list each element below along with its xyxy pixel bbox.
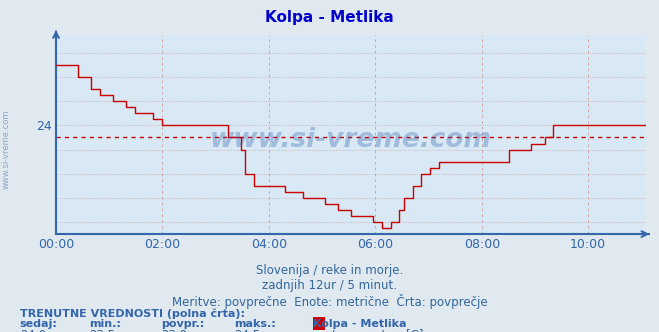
Text: maks.:: maks.: [234,319,275,329]
Text: temperatura[C]: temperatura[C] [331,329,424,332]
Text: sedaj:: sedaj: [20,319,57,329]
Text: min.:: min.: [89,319,121,329]
Text: www.si-vreme.com: www.si-vreme.com [210,127,492,153]
Text: 23,5: 23,5 [89,329,115,332]
Text: 23,9: 23,9 [161,329,188,332]
Text: Slovenija / reke in morje.: Slovenija / reke in morje. [256,264,403,277]
Text: 24,5: 24,5 [234,329,260,332]
Text: Kolpa - Metlika: Kolpa - Metlika [265,10,394,25]
Text: povpr.:: povpr.: [161,319,205,329]
Text: Meritve: povprečne  Enote: metrične  Črta: povprečje: Meritve: povprečne Enote: metrične Črta:… [172,294,487,309]
Text: zadnjih 12ur / 5 minut.: zadnjih 12ur / 5 minut. [262,279,397,292]
Text: 24,0: 24,0 [20,329,46,332]
Text: Kolpa - Metlika: Kolpa - Metlika [313,319,407,329]
Text: TRENUTNE VREDNOSTI (polna črta):: TRENUTNE VREDNOSTI (polna črta): [20,308,244,319]
Text: www.si-vreme.com: www.si-vreme.com [2,110,11,189]
